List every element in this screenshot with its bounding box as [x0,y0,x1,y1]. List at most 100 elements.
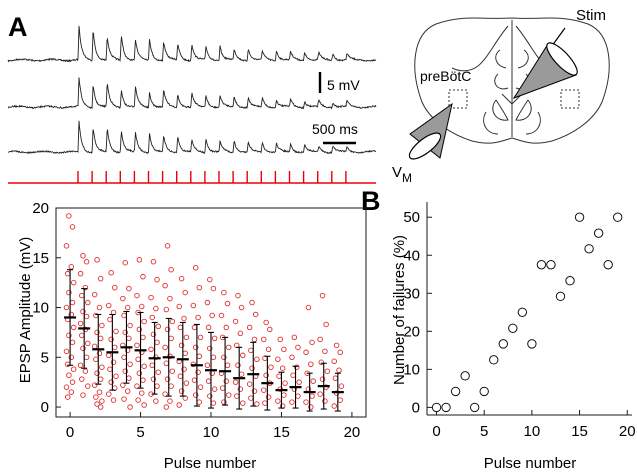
epsp-point [68,389,75,395]
failures-y-tick-label: 20 [403,323,420,340]
epsp-point [219,385,226,391]
epsp-point [164,326,171,333]
failures-point [450,386,461,397]
olive-upper [495,49,529,69]
epsp-point [69,379,76,385]
epsp-point [63,243,70,249]
epsp-point [322,348,328,355]
epsp-point [80,253,86,259]
epsp-point [176,402,182,408]
epsp-point [210,400,217,406]
epsp-point [77,270,84,277]
epsp-point [96,350,103,357]
epsp-point [289,354,295,361]
failures-point [527,339,537,349]
epsp-point [83,258,90,265]
epsp-point [140,377,146,383]
record-label: VM [392,164,412,185]
epsp-point [140,273,146,280]
epsp-point [80,392,86,398]
epsp-point [249,299,255,306]
epsp-point [211,335,218,342]
epsp-point [127,404,133,410]
epsp-point [138,390,145,396]
epsp-point [221,354,227,361]
epsp-point [96,304,103,311]
epsp-point [149,314,155,321]
epsp-point [169,368,176,374]
epsp-point [79,376,85,382]
epsp-point [232,379,239,385]
epsp-point [235,292,241,299]
stimulus-train [8,171,376,184]
epsp-point [91,291,98,298]
epsp-point [309,393,315,399]
epsp-point [108,379,114,385]
epsp-point [319,376,326,382]
epsp-point [148,294,154,301]
epsp-point [69,299,76,306]
epsp-point [317,336,323,343]
epsp-point [178,342,185,349]
epsp-point [63,384,70,390]
epsp-point [169,318,176,325]
epsp-point [66,332,72,339]
epsp-point [83,313,90,320]
epsp-point [148,346,154,353]
epsp-point [309,339,315,346]
left-inner-contour [451,25,509,72]
epsp-point [276,373,282,379]
epsp-point [110,359,117,366]
epsp-point [63,304,70,311]
epsp-point [83,354,90,361]
epsp-point [322,398,328,404]
epsp-point [237,330,244,337]
epsp-point [149,362,155,368]
epsp-point [268,364,274,370]
ventral-line-left [501,93,513,105]
epsp-point [225,392,232,398]
voltage-trace [7,77,377,110]
epsp-point [319,292,326,299]
epsp-y-tick-label: 10 [32,300,49,317]
epsp-point [221,289,227,296]
epsp-point [134,383,140,389]
epsp-point [238,304,245,311]
epsp-point [126,285,132,292]
epsp-point [240,352,246,359]
failures-point [593,228,604,238]
epsp-point [205,324,212,331]
epsp-point [124,304,131,311]
stim-cone-opening [546,42,578,76]
epsp-point [110,397,117,403]
epsp-point [197,334,204,341]
failures-point [469,402,480,413]
epsp-point [136,257,143,263]
epsp-point [97,335,104,342]
epsp-point [318,359,325,366]
epsp-point [69,224,76,230]
epsp-point [248,395,254,401]
epsp-point [150,331,157,338]
failures-point [546,260,556,270]
failures-axes: 0 5 10 15 20 0 10 20 30 40 50 [403,202,636,440]
epsp-point [162,391,168,397]
failures-y-tick-label: 0 [412,399,420,416]
epsp-point [240,400,246,406]
epsp-point [331,358,337,365]
epsp-point [70,279,77,286]
epsp-point [336,367,342,373]
epsp-axes: 0 5 10 15 20 0 5 10 15 20 [32,200,367,441]
epsp-point [69,339,76,346]
epsp-point [246,381,253,387]
epsp-point [181,315,187,322]
epsp-point [163,306,170,313]
epsp-point [182,350,188,357]
epsp-point [190,302,197,309]
epsp-y-axis-label: EPSP Amplitude (mV) [17,237,34,383]
epsp-x-tick-label: 10 [203,424,220,441]
voltage-trace [7,25,377,63]
epsp-point [223,324,230,331]
epsp-point [210,285,217,292]
epsp-point [113,373,119,379]
